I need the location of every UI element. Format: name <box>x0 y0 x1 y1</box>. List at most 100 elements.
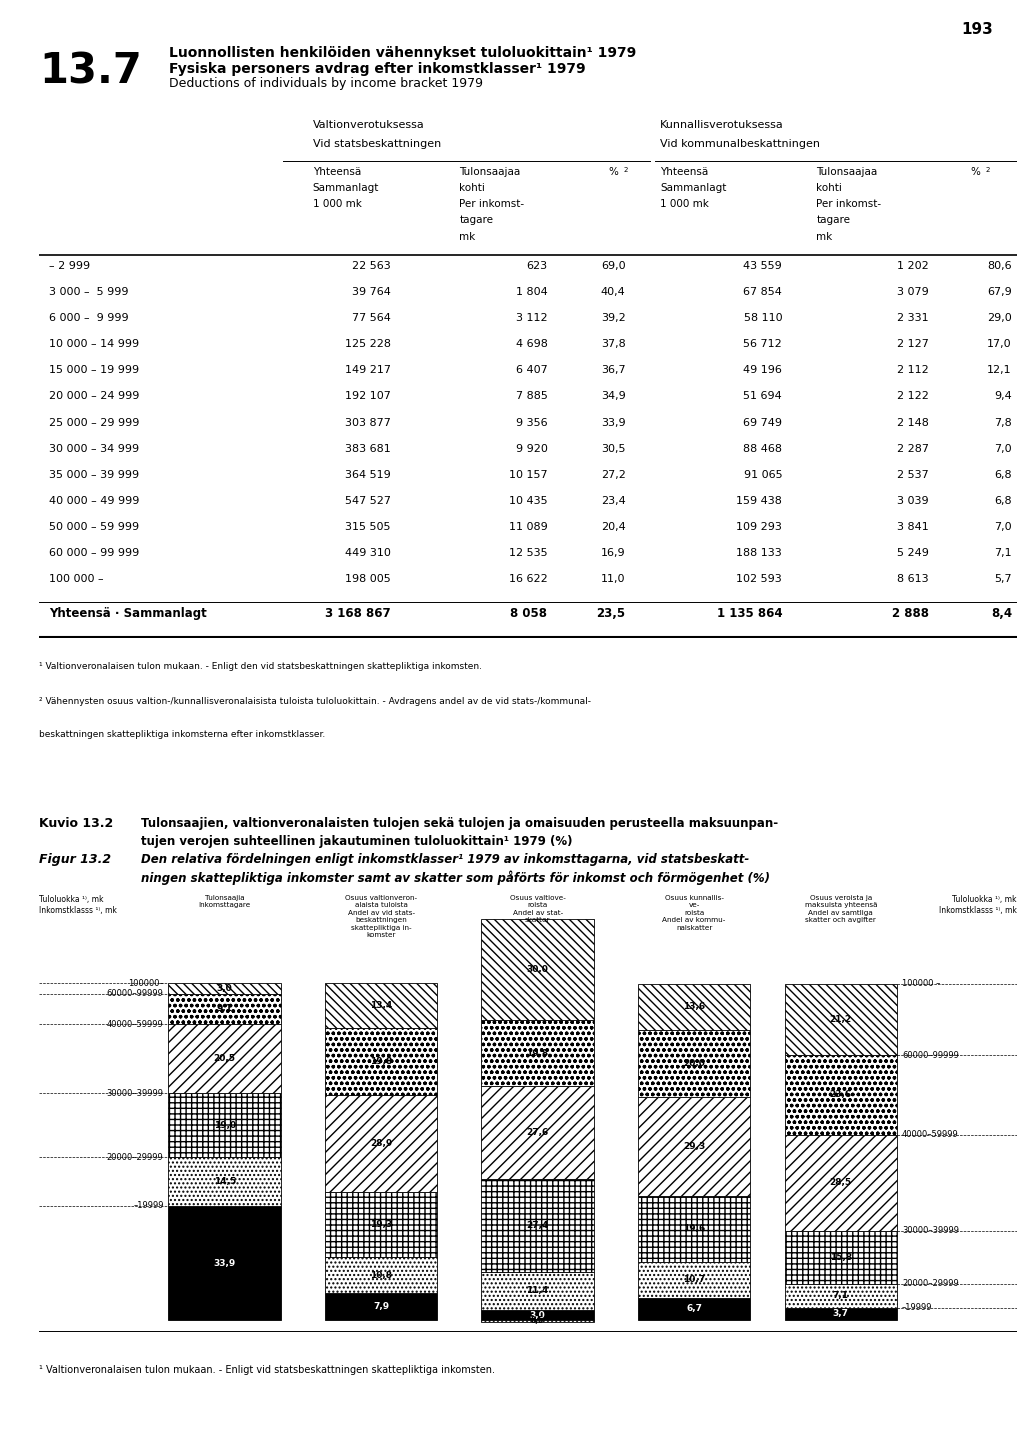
Bar <box>169 984 281 994</box>
Text: Tulonsaajaa: Tulonsaajaa <box>460 166 520 176</box>
Text: 1 000 mk: 1 000 mk <box>312 199 361 209</box>
Text: 43 559: 43 559 <box>743 261 782 271</box>
Bar <box>169 994 281 1024</box>
Text: 29,3: 29,3 <box>683 1141 706 1150</box>
Text: tujen verojen suhteellinen jakautuminen tuloluokittain¹ 1979 (%): tujen verojen suhteellinen jakautuminen … <box>141 835 572 847</box>
Text: 159 438: 159 438 <box>736 496 782 506</box>
Text: 51 694: 51 694 <box>743 391 782 402</box>
Text: 364 519: 364 519 <box>345 469 391 479</box>
Text: 50 000 – 59 999: 50 000 – 59 999 <box>49 522 139 532</box>
Text: 27,6: 27,6 <box>526 1129 549 1137</box>
Text: Osuus kunnallis-
ve-
roista
Andel av kommu-
nalskatter: Osuus kunnallis- ve- roista Andel av kom… <box>663 895 726 931</box>
Text: Yhteensä: Yhteensä <box>312 166 361 176</box>
Text: 35 000 – 39 999: 35 000 – 39 999 <box>49 469 139 479</box>
Text: 69,0: 69,0 <box>601 261 626 271</box>
Text: 30000–39999: 30000–39999 <box>106 1088 164 1097</box>
Bar <box>481 1272 594 1311</box>
Text: 37,8: 37,8 <box>601 340 626 350</box>
Bar <box>325 1192 437 1258</box>
Text: 2: 2 <box>624 166 628 172</box>
Text: –19999: –19999 <box>902 1304 933 1312</box>
Bar <box>784 1134 897 1230</box>
Text: ¹ Valtionveronalaisen tulon mukaan. - Enligt vid statsbeskattningen skatteplikti: ¹ Valtionveronalaisen tulon mukaan. - En… <box>39 1365 495 1375</box>
Text: 67,9: 67,9 <box>987 287 1012 297</box>
Text: 20,5: 20,5 <box>214 1054 236 1063</box>
Bar <box>638 1298 751 1321</box>
Text: Yhteensä: Yhteensä <box>659 166 709 176</box>
Bar <box>638 984 751 1030</box>
Text: 9,4: 9,4 <box>994 391 1012 402</box>
Text: 23,4: 23,4 <box>601 496 626 506</box>
Text: 30 000 – 34 999: 30 000 – 34 999 <box>49 443 139 453</box>
Text: 23,6: 23,6 <box>829 1090 852 1100</box>
Text: 30000–39999: 30000–39999 <box>902 1226 958 1235</box>
Text: tagare: tagare <box>460 215 494 225</box>
Bar <box>169 1093 281 1157</box>
Text: 6 000 –  9 999: 6 000 – 9 999 <box>49 314 128 324</box>
Text: 30,5: 30,5 <box>601 443 626 453</box>
Text: beskattningen skattepliktiga inkomsterna efter inkomstklasser.: beskattningen skattepliktiga inkomsterna… <box>39 730 326 739</box>
Text: 19,6: 19,6 <box>683 1225 706 1233</box>
Text: 0,5: 0,5 <box>531 1316 545 1325</box>
Bar <box>325 1258 437 1293</box>
Text: 188 133: 188 133 <box>736 548 782 558</box>
Text: 8 058: 8 058 <box>510 607 548 619</box>
Text: Kuvio 13.2: Kuvio 13.2 <box>39 817 114 830</box>
Text: 5,7: 5,7 <box>994 574 1012 584</box>
Text: 13,4: 13,4 <box>370 1001 392 1010</box>
Text: 60000–99999: 60000–99999 <box>902 1051 958 1060</box>
Text: 8 613: 8 613 <box>897 574 929 584</box>
Text: 27,2: 27,2 <box>601 469 626 479</box>
Text: 77 564: 77 564 <box>352 314 391 324</box>
Text: 6,8: 6,8 <box>994 496 1012 506</box>
Text: Tulonsaajien, valtionveronalaisten tulojen sekä tulojen ja omaisuuden perusteell: Tulonsaajien, valtionveronalaisten tuloj… <box>141 817 778 830</box>
Text: 20 000 – 24 999: 20 000 – 24 999 <box>49 391 139 402</box>
Bar <box>638 1097 751 1196</box>
Text: – 2 999: – 2 999 <box>49 261 90 271</box>
Text: ¹ Valtionveronalaisen tulon mukaan. - Enligt den vid statsbeskattningen skattepl: ¹ Valtionveronalaisen tulon mukaan. - En… <box>39 663 482 671</box>
Text: 28,9: 28,9 <box>370 1139 392 1149</box>
Text: 19,8: 19,8 <box>526 1048 549 1058</box>
Text: Per inkomst-: Per inkomst- <box>460 199 524 209</box>
Text: 10 435: 10 435 <box>509 496 548 506</box>
Text: 6,7: 6,7 <box>686 1305 702 1314</box>
Bar <box>784 1055 897 1134</box>
Bar <box>325 1096 437 1192</box>
Text: 67 854: 67 854 <box>743 287 782 297</box>
Text: 16 622: 16 622 <box>509 574 548 584</box>
Text: 13,6: 13,6 <box>683 1002 706 1011</box>
Text: Tulonsaajaa: Tulonsaajaa <box>816 166 878 176</box>
Text: 9 356: 9 356 <box>516 417 548 427</box>
Text: Figur 13.2: Figur 13.2 <box>39 853 111 866</box>
Text: 36,7: 36,7 <box>601 366 626 376</box>
Text: 2 888: 2 888 <box>892 607 929 619</box>
Text: 3,0: 3,0 <box>529 1311 546 1319</box>
Text: 10 000 – 14 999: 10 000 – 14 999 <box>49 340 139 350</box>
Text: %: % <box>970 166 980 176</box>
Text: ningen skattepliktiga inkomster samt av skatter som påförts för inkomst och förm: ningen skattepliktiga inkomster samt av … <box>141 870 770 885</box>
Bar <box>169 1024 281 1093</box>
Text: 23,5: 23,5 <box>597 607 626 619</box>
Text: 80,6: 80,6 <box>987 261 1012 271</box>
Text: 6 407: 6 407 <box>516 366 548 376</box>
Text: Sammanlagt: Sammanlagt <box>659 182 726 192</box>
Bar <box>325 1028 437 1096</box>
Text: Vid kommunalbeskattningen: Vid kommunalbeskattningen <box>659 139 820 149</box>
Text: Per inkomst-: Per inkomst- <box>816 199 882 209</box>
Bar <box>481 919 594 1020</box>
Text: kohti: kohti <box>460 182 485 192</box>
Text: 1 804: 1 804 <box>516 287 548 297</box>
Text: Tuloluokka ¹⁾, mk
Inkomstklasss ¹⁾, mk: Tuloluokka ¹⁾, mk Inkomstklasss ¹⁾, mk <box>39 895 117 915</box>
Text: 19,3: 19,3 <box>370 1220 392 1229</box>
Text: 9,1: 9,1 <box>217 1004 232 1014</box>
Text: 3 112: 3 112 <box>516 314 548 324</box>
Text: 6,8: 6,8 <box>994 469 1012 479</box>
Text: 2 122: 2 122 <box>897 391 929 402</box>
Text: 27,4: 27,4 <box>526 1220 549 1230</box>
Text: 2 127: 2 127 <box>897 340 929 350</box>
Text: 10,7: 10,7 <box>683 1275 706 1283</box>
Text: 12 535: 12 535 <box>509 548 548 558</box>
Text: 3 039: 3 039 <box>897 496 929 506</box>
Text: 10 157: 10 157 <box>509 469 548 479</box>
Text: Valtionverotuksessa: Valtionverotuksessa <box>312 120 425 130</box>
